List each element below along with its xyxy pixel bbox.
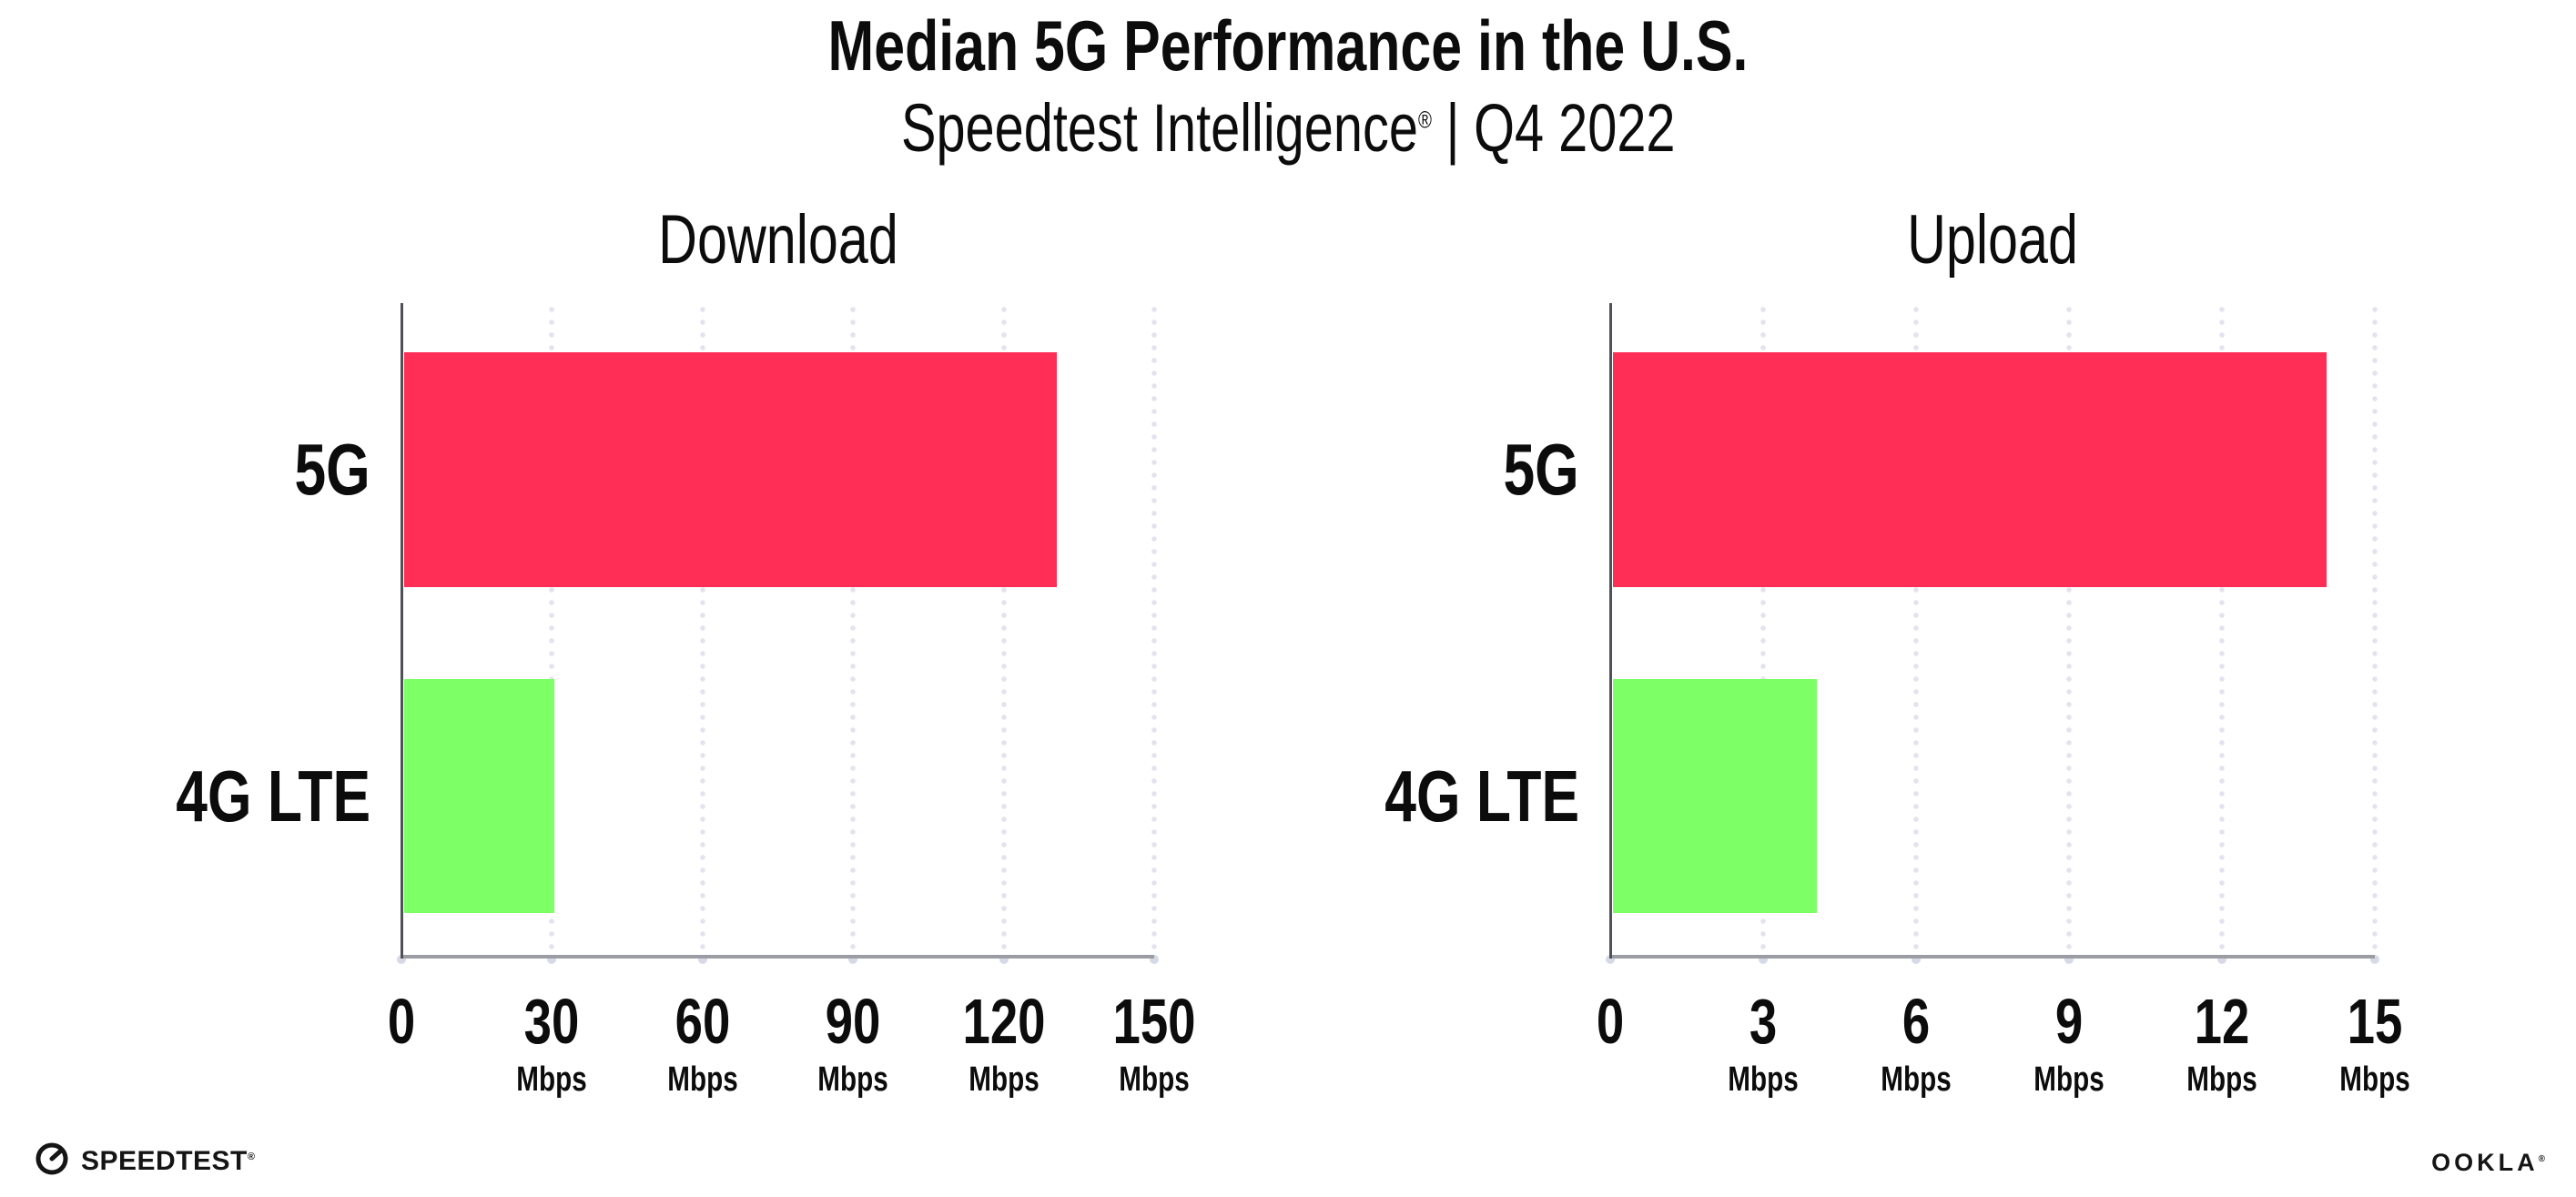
ookla-wordmark-text: OOKLA (2431, 1149, 2539, 1176)
subtitle-separator: | (1445, 90, 1460, 166)
download-y-axis-line (401, 303, 403, 959)
x-tick-90: 90 Mbps (808, 959, 898, 1097)
speedtest-wordmark-text: SPEEDTEST (81, 1145, 248, 1176)
x-tick-value: 3 (1749, 986, 1778, 1057)
x-tick-unit: Mbps (2186, 1060, 2257, 1099)
upload-chart: Upload 5G 4G LTE 0 3 Mbps 6 Mbps 9 Mbps 12 Mbps 1… (1384, 201, 2410, 1097)
tick-mark-12 (2217, 955, 2226, 964)
tick-mark-9 (2064, 955, 2074, 964)
tick-mark-6 (1912, 955, 1921, 964)
tick-mark-0 (397, 955, 406, 964)
speedtest-registered-mark: ® (247, 1151, 256, 1162)
download-plot-area (397, 303, 1159, 964)
subtitle-text: Speedtest Intelligence® | Q4 2022 (901, 91, 1676, 165)
x-tick-120: 120 Mbps (950, 959, 1057, 1097)
x-tick-unit: Mbps (1728, 1060, 1799, 1099)
download-bar-4g-lte (404, 679, 555, 913)
tick-mark-0 (1606, 955, 1615, 964)
x-tick-150: 150 Mbps (1101, 959, 1208, 1097)
download-bar-5g (404, 352, 1057, 587)
x-tick-unit: Mbps (667, 1060, 738, 1099)
tick-mark-60 (697, 955, 707, 964)
gridline-3-mbps (1760, 303, 1766, 955)
upload-bar-5g (1613, 352, 2327, 587)
speedtest-logo: SPEEDTEST® (33, 1140, 255, 1182)
subtitle: Speedtest Intelligence® | Q4 2022 (0, 91, 2576, 165)
x-tick-value: 9 (2054, 986, 2084, 1057)
tick-mark-3 (1759, 955, 1768, 964)
tick-mark-90 (848, 955, 858, 964)
x-tick-value: 120 (962, 986, 1046, 1057)
x-tick-value: 150 (1112, 986, 1196, 1057)
x-tick-value: 60 (674, 986, 731, 1057)
x-tick-unit: Mbps (817, 1060, 888, 1099)
tick-mark-30 (547, 955, 557, 964)
gridline-120-mbps (1000, 303, 1007, 955)
x-tick-value: 6 (1902, 986, 1931, 1057)
upload-y-axis-line (1609, 303, 1612, 959)
x-tick-value: 0 (1596, 986, 1625, 1057)
x-tick-0: 0 (384, 959, 420, 1053)
x-tick-9: 9 Mbps (2023, 959, 2114, 1097)
tick-mark-150 (1150, 955, 1159, 964)
x-tick-60: 60 Mbps (657, 959, 747, 1097)
x-tick-value: 15 (2347, 986, 2403, 1057)
registered-trademark-symbol: ® (1417, 106, 1432, 134)
main-title-text: Median 5G Performance in the U.S. (827, 5, 1749, 86)
upload-category-label-4g-lte: 4G LTE (1384, 756, 1579, 837)
x-tick-value: 30 (524, 986, 580, 1057)
gridline-6-mbps (1913, 303, 1919, 955)
x-tick-unit: Mbps (1881, 1060, 1952, 1099)
tick-mark-15 (2370, 955, 2379, 964)
ookla-registered-mark: ® (2538, 1154, 2545, 1164)
download-chart: Download 5G 4G LTE 0 30 Mbps 60 Mbps 90 Mbps 12… (176, 201, 1195, 1097)
x-tick-unit: Mbps (968, 1060, 1040, 1099)
gridline-12-mbps (2219, 303, 2225, 955)
x-tick-unit: Mbps (1119, 1060, 1190, 1099)
upload-bar-4g-lte (1613, 679, 1817, 913)
gridline-150-mbps (1151, 303, 1157, 955)
x-tick-unit: Mbps (2033, 1060, 2104, 1099)
speedtest-gauge-icon (33, 1140, 71, 1182)
x-tick-value: 12 (2194, 986, 2250, 1057)
x-tick-6: 6 Mbps (1871, 959, 1961, 1097)
x-tick-unit: Mbps (2339, 1060, 2410, 1099)
x-tick-0: 0 (1593, 959, 1628, 1053)
download-x-axis-ticks: 0 30 Mbps 60 Mbps 90 Mbps 120 Mbps 150 Mbps (388, 959, 1196, 1097)
speedtest-wordmark: SPEEDTEST® (81, 1146, 255, 1177)
gridline-15-mbps (2372, 303, 2378, 955)
x-tick-12: 12 Mbps (2176, 959, 2267, 1097)
download-category-label-5g: 5G (294, 429, 370, 510)
tick-mark-120 (999, 955, 1009, 964)
download-chart-title: Download (657, 201, 898, 279)
x-tick-3: 3 Mbps (1718, 959, 1808, 1097)
gridline-90-mbps (850, 303, 857, 955)
upload-x-axis-ticks: 0 3 Mbps 6 Mbps 9 Mbps 12 Mbps 15 Mbps (1597, 959, 2410, 1097)
x-tick-30: 30 Mbps (507, 959, 597, 1097)
x-tick-unit: Mbps (516, 1060, 588, 1099)
x-tick-15: 15 Mbps (2329, 959, 2419, 1097)
main-title: Median 5G Performance in the U.S. (0, 5, 2576, 86)
upload-x-axis-line (1609, 955, 2375, 959)
download-x-axis-line (401, 955, 1154, 959)
subtitle-product: Speedtest Intelligence (900, 90, 1418, 166)
gridline-9-mbps (2066, 303, 2072, 955)
gridline-30-mbps (549, 303, 555, 955)
upload-category-label-5g: 5G (1503, 429, 1579, 510)
subtitle-period: Q4 2022 (1473, 90, 1676, 166)
upload-chart-title: Upload (1907, 201, 2078, 279)
gridline-60-mbps (699, 303, 705, 955)
upload-plot-area (1606, 303, 2379, 964)
ookla-logo: OOKLA® (2431, 1149, 2545, 1177)
x-tick-value: 0 (387, 986, 416, 1057)
x-tick-value: 90 (825, 986, 881, 1057)
download-category-label-4g-lte: 4G LTE (176, 756, 370, 837)
